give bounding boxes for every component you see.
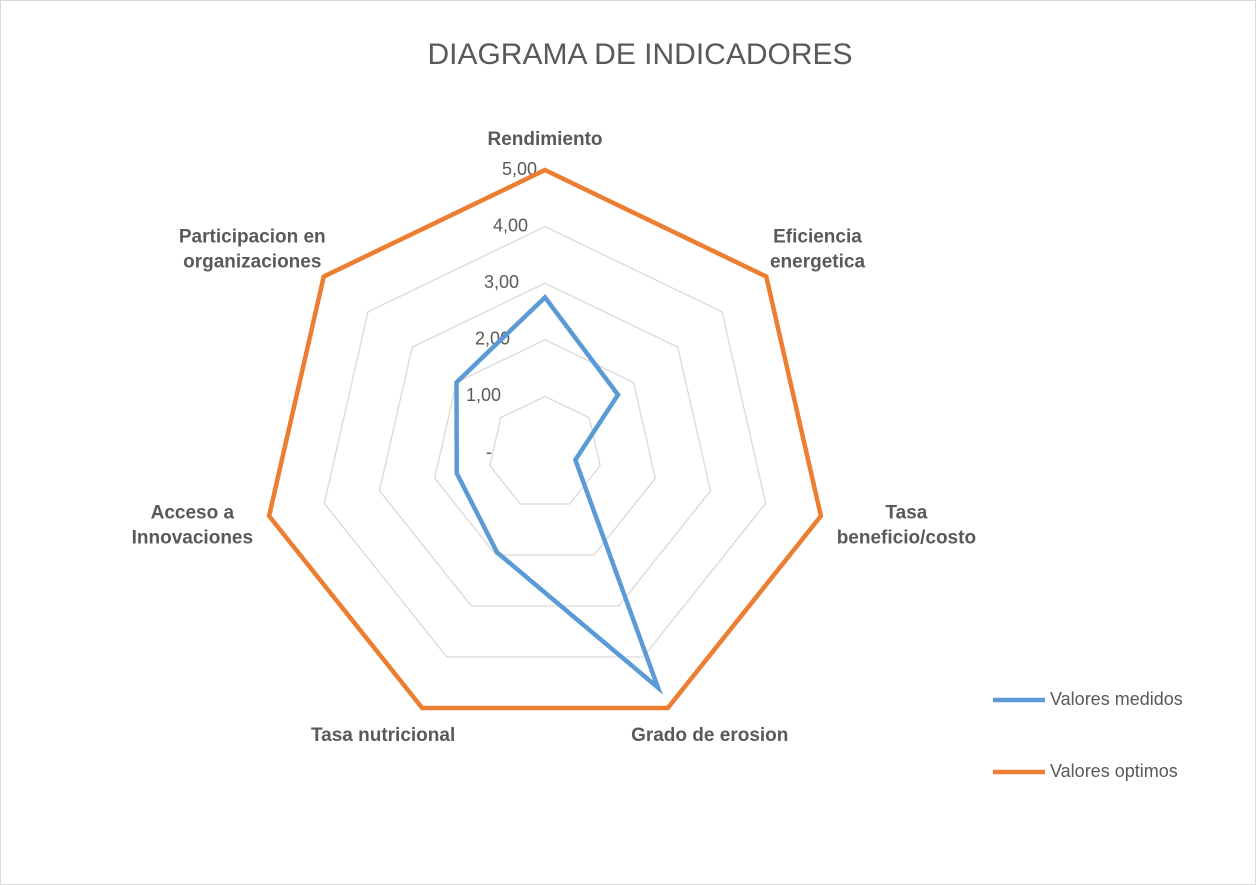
series-line: [454, 293, 663, 695]
y-tick-label: 1,00: [466, 385, 501, 405]
y-tick-label: 3,00: [484, 272, 519, 292]
category-label: Tasa beneficio/costo: [836, 502, 977, 549]
y-tick-label: -: [486, 442, 492, 462]
y-tick-label: 4,00: [493, 215, 528, 235]
grid-line: [489, 395, 601, 505]
grid-line: [378, 282, 712, 607]
chart-title: DIAGRAMA DE INDICADORES: [427, 38, 852, 71]
category-label: Participacion en organizaciones: [178, 226, 326, 273]
category-label: Rendimiento: [487, 129, 603, 150]
y-tick-label: 2,00: [475, 329, 510, 349]
grid-line: [433, 339, 657, 556]
y-tick-label: 5,00: [502, 159, 537, 179]
legend-label: Valores medidos: [1050, 689, 1183, 709]
category-label: Tasa nutricional: [310, 724, 456, 746]
category-label: Grado de erosion: [631, 724, 789, 746]
category-label: Eficiencia energetica: [769, 226, 866, 273]
legend-label: Valores optimos: [1050, 761, 1178, 781]
series-line: [266, 167, 824, 711]
grid-line: [323, 225, 767, 658]
category-label: Acceso a Innovaciones: [131, 502, 254, 549]
